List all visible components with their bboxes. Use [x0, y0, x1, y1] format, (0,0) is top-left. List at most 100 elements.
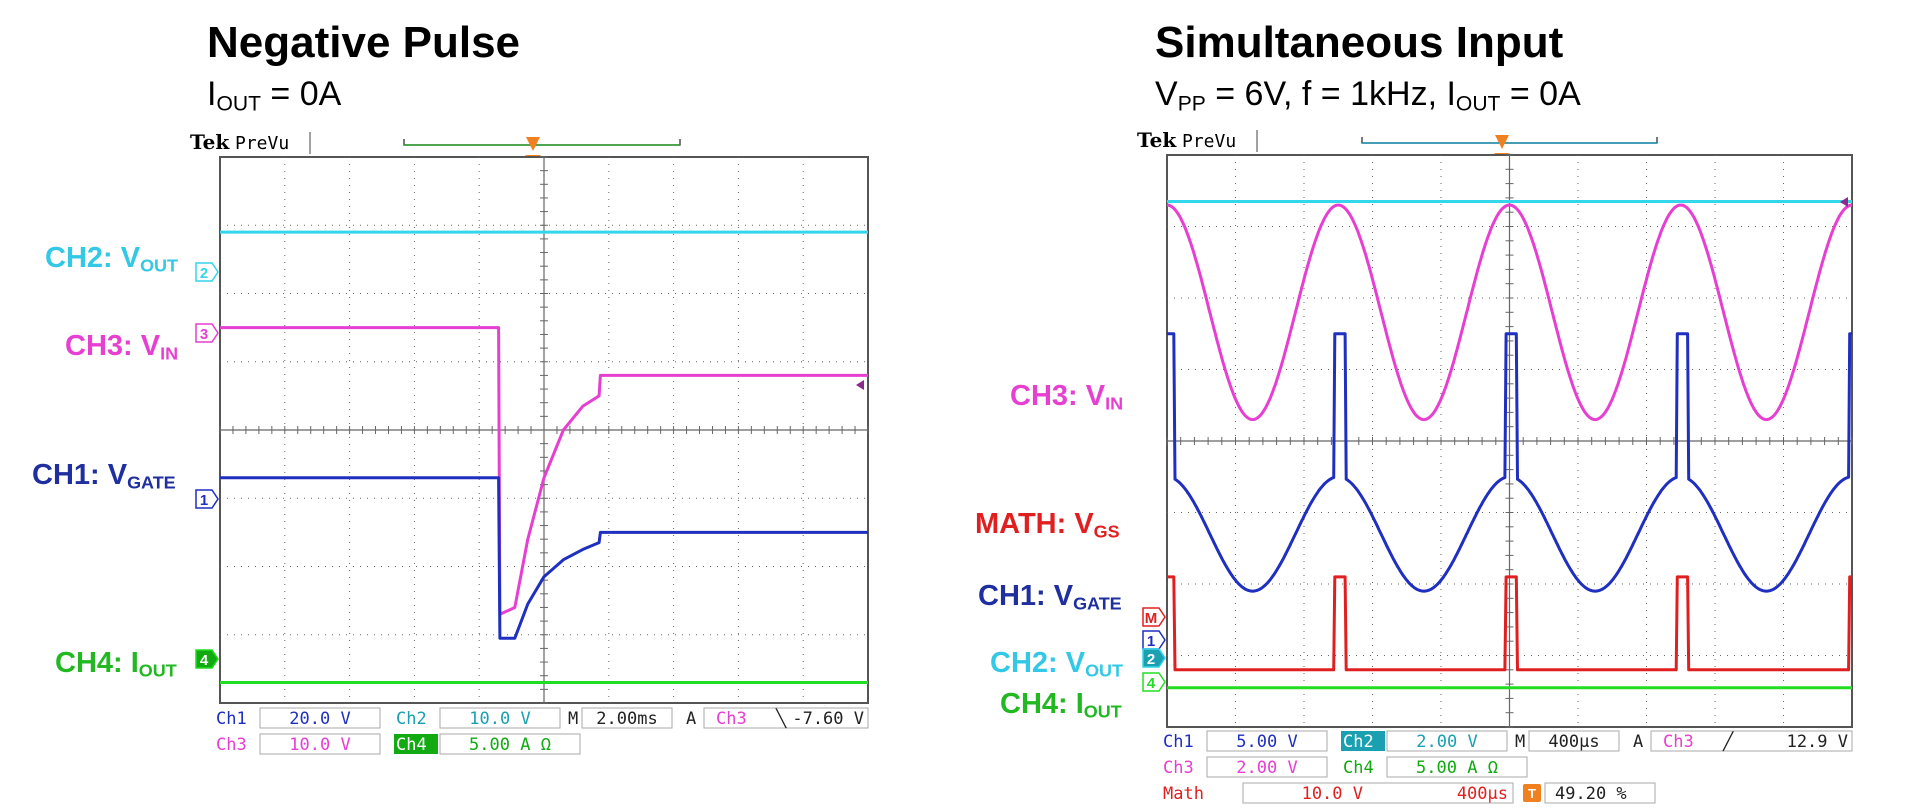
- status-box: [1386, 730, 1508, 752]
- scope-brand-label: Tek: [1137, 128, 1177, 152]
- channel-marker-shape: [1142, 607, 1166, 627]
- chart-title-negative-pulse: Negative Pulse: [207, 18, 521, 67]
- label-sub: OUT: [1085, 660, 1124, 681]
- status-box: [439, 733, 581, 755]
- status-box: [439, 707, 561, 729]
- label-ch4-iout: CH4: IOUT: [1000, 688, 1122, 722]
- label-ch1-vgate: CH1: VGATE: [978, 580, 1122, 614]
- subtitle-part: OUT: [1455, 92, 1501, 116]
- status-ch2-scale: 2.00 V: [1416, 732, 1477, 752]
- status-box: [703, 707, 869, 729]
- channel-marker: 3: [195, 323, 219, 343]
- status-ch3-scale: 10.0 V: [289, 735, 350, 755]
- chart-subtitle-negative-pulse: IOUT = 0A: [207, 75, 341, 116]
- scope-mode-label: PreVu: [1182, 131, 1236, 152]
- label-text: CH1: V: [978, 580, 1074, 612]
- status-ch3-scale: 2.00 V: [1236, 758, 1297, 778]
- status-trigger-source: Ch3: [1663, 732, 1694, 752]
- status-trigger-level: -7.60 V: [792, 709, 864, 729]
- reference-arrow-icon: [1840, 197, 1848, 207]
- status-ch4-label: Ch4: [396, 735, 427, 755]
- status-ch2-label: Ch2: [1343, 732, 1374, 752]
- trace-ch1: [220, 476, 868, 640]
- channel-marker-shape: [1142, 648, 1166, 668]
- channel-marker-label: 4: [1147, 675, 1156, 692]
- trace-ch1: [1166, 332, 1853, 593]
- subtitle-part: PP: [1177, 92, 1206, 116]
- reference-arrow-icon: [856, 380, 864, 390]
- status-ch4-scale: 5.00 A Ω: [469, 735, 551, 755]
- label-ch1-vgate: CH1: VGATE: [32, 459, 176, 493]
- status-trigger-source: Ch3: [716, 709, 747, 729]
- trigger-pos-icon: [1523, 784, 1541, 802]
- label-text: CH4: I: [55, 647, 139, 679]
- status-trigger-slope: ╱: [1722, 731, 1734, 752]
- status-acq-label: A: [686, 709, 696, 729]
- status-ch1-label: Ch1: [216, 709, 247, 729]
- status-box: [1206, 756, 1328, 778]
- status-ch4-scale: 5.00 A Ω: [1416, 758, 1498, 778]
- channel-marker: M: [1142, 607, 1166, 627]
- status-box: [1242, 782, 1514, 804]
- trace-ch3: [1166, 203, 1853, 422]
- status-box: [1544, 782, 1656, 804]
- subtitle-part: I: [207, 75, 217, 113]
- scope-brand-label: Tek: [190, 130, 230, 154]
- label-ch2-vout: CH2: VOUT: [45, 242, 178, 276]
- status-trigger-slope: ╲: [775, 708, 787, 729]
- label-ch3-vin: CH3: VIN: [65, 330, 178, 364]
- label-sub: GATE: [127, 472, 176, 493]
- channel-marker: 4: [1142, 672, 1166, 692]
- subtitle-part: OUT: [216, 92, 261, 116]
- record-bracket: [403, 139, 681, 146]
- status-box: [259, 707, 381, 729]
- channel-marker-label: 1: [200, 492, 208, 509]
- status-trigger-level: 12.9 V: [1787, 732, 1848, 752]
- status-box: [259, 733, 381, 755]
- trigger-position-icon: [1495, 135, 1509, 149]
- label-text: CH3: V: [1010, 380, 1106, 412]
- channel-marker-shape: [195, 649, 219, 669]
- channel-marker: 1: [195, 489, 219, 509]
- status-acq-label: A: [1633, 732, 1643, 752]
- label-ch3-vin: CH3: VIN: [1010, 380, 1123, 414]
- label-sub: IN: [1105, 393, 1124, 414]
- channel-marker-shape: [1142, 672, 1166, 692]
- status-box: [1528, 730, 1620, 752]
- chart-subtitle-simultaneous-input: VPP = 6V, f = 1kHz, IOUT = 0A: [1155, 75, 1581, 116]
- status-m-label: M: [568, 709, 578, 729]
- label-ch2-vout: CH2: VOUT: [990, 647, 1123, 681]
- label-text: CH4: I: [1000, 688, 1084, 720]
- label-text: CH3: V: [65, 330, 161, 362]
- label-sub: IN: [160, 343, 179, 364]
- channel-marker-label: 3: [200, 326, 208, 343]
- record-bracket: [1361, 137, 1658, 144]
- status-ch4-highlight: [394, 734, 438, 754]
- channel-marker-shape: [195, 323, 219, 343]
- status-box: [1386, 756, 1528, 778]
- subtitle-part: = 6V, f = 1kHz, I: [1205, 75, 1456, 113]
- trace-math: [1166, 575, 1853, 672]
- subtitle-part: = 0A: [260, 75, 342, 113]
- status-box: [1650, 730, 1853, 752]
- trigger-pos-icon-label: T: [1528, 786, 1536, 801]
- channel-marker: 1: [1142, 630, 1166, 650]
- status-timebase: 2.00ms: [596, 709, 657, 729]
- channel-marker-label: M: [1145, 610, 1158, 627]
- label-sub: OUT: [140, 255, 179, 276]
- trigger-position-icon: [526, 137, 540, 151]
- status-ch4-label: Ch4: [1343, 758, 1374, 778]
- channel-marker-shape: [1142, 630, 1166, 650]
- scope-mode-label: PreVu: [235, 133, 289, 154]
- label-sub: OUT: [138, 660, 177, 681]
- label-text: CH1: V: [32, 459, 128, 491]
- label-ch4-iout: CH4: IOUT: [55, 647, 177, 681]
- subtitle-part: = 0A: [1500, 75, 1581, 113]
- label-text: CH2: V: [990, 647, 1086, 679]
- status-box: [581, 707, 673, 729]
- status-ch1-scale: 20.0 V: [289, 709, 350, 729]
- channel-marker: 2: [1142, 648, 1166, 668]
- label-math-vgs: MATH: VGS: [975, 508, 1120, 542]
- channel-marker-label: 1: [1147, 633, 1155, 650]
